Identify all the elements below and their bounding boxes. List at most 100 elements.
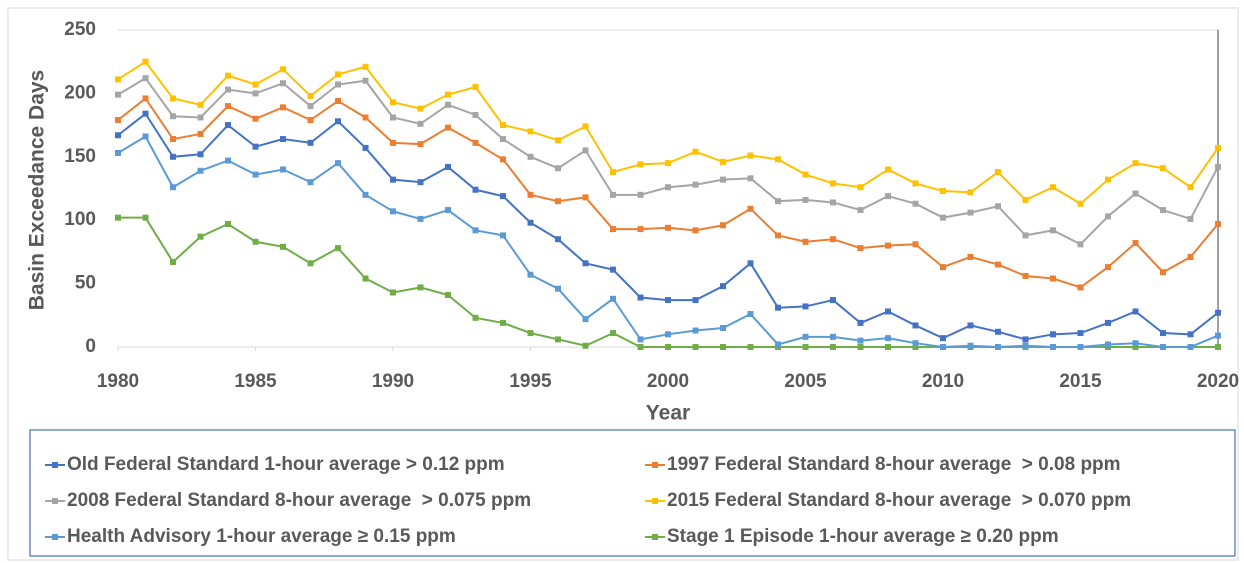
- point: [472, 139, 479, 146]
- point: [610, 191, 616, 198]
- point: [1077, 344, 1084, 350]
- point: [527, 153, 534, 160]
- point: [967, 253, 974, 260]
- point: [912, 241, 919, 248]
- point: [500, 193, 506, 200]
- point: [335, 71, 341, 78]
- point: [307, 179, 314, 186]
- point: [1187, 344, 1194, 350]
- point: [1022, 342, 1029, 349]
- point: [1132, 190, 1139, 197]
- legend-label: Health Advisory 1-hour average ≥ 0.15 pp…: [67, 526, 456, 547]
- point: [142, 95, 149, 102]
- point: [582, 342, 589, 349]
- point: [142, 110, 149, 117]
- x-tick-label: 1990: [372, 371, 414, 392]
- point: [830, 333, 836, 340]
- point: [747, 205, 754, 212]
- point: [555, 236, 561, 243]
- point: [857, 319, 864, 326]
- y-tick-label: 250: [64, 19, 96, 40]
- point: [637, 336, 644, 343]
- point: [1187, 184, 1194, 191]
- point: [995, 203, 1001, 210]
- point: [582, 316, 589, 323]
- point: [692, 344, 699, 350]
- point: [362, 275, 369, 282]
- point: [885, 242, 891, 249]
- point: [472, 84, 479, 91]
- point: [582, 260, 589, 267]
- point: [830, 236, 836, 243]
- point: [417, 215, 424, 222]
- point: [115, 76, 121, 83]
- point: [307, 92, 314, 99]
- point: [720, 283, 726, 290]
- point: [610, 266, 616, 273]
- point: [197, 101, 204, 108]
- point: [940, 335, 946, 342]
- point: [665, 297, 671, 304]
- point: [665, 224, 671, 231]
- legend-marker: [652, 498, 658, 504]
- point: [252, 238, 259, 245]
- point: [802, 344, 809, 350]
- point: [1160, 207, 1166, 214]
- point: [500, 122, 506, 129]
- y-tick-label: 100: [64, 209, 96, 230]
- point: [857, 245, 864, 252]
- point: [830, 297, 836, 304]
- point: [967, 342, 974, 349]
- point: [335, 81, 341, 88]
- point: [775, 232, 781, 239]
- point: [390, 139, 396, 146]
- point: [775, 341, 781, 348]
- point: [747, 311, 754, 318]
- legend-label: Old Federal Standard 1-hour average > 0.…: [67, 454, 505, 475]
- point: [857, 207, 864, 214]
- point: [582, 123, 589, 130]
- point: [830, 180, 836, 187]
- point: [665, 160, 671, 167]
- point: [307, 260, 314, 267]
- point: [1132, 308, 1139, 315]
- legend-label: 2015 Federal Standard 8-hour average > 0…: [667, 490, 1131, 511]
- point: [610, 169, 616, 176]
- x-tick-label: 2010: [922, 371, 964, 392]
- point: [1050, 184, 1056, 191]
- point: [967, 322, 974, 329]
- point: [225, 221, 231, 228]
- point: [280, 166, 286, 173]
- point: [637, 294, 644, 301]
- point: [197, 233, 204, 240]
- point: [362, 63, 369, 70]
- point: [692, 181, 699, 188]
- point: [1215, 344, 1221, 350]
- x-axis-label: Year: [646, 402, 690, 425]
- point: [362, 191, 369, 198]
- point: [280, 136, 286, 143]
- x-tick-label: 1980: [97, 371, 139, 392]
- point: [775, 198, 781, 205]
- point: [1160, 330, 1166, 337]
- point: [527, 128, 534, 135]
- point: [472, 314, 479, 321]
- point: [692, 327, 699, 334]
- point: [775, 304, 781, 311]
- point: [1105, 176, 1111, 183]
- point: [1215, 221, 1221, 228]
- point: [747, 344, 754, 350]
- point: [1077, 241, 1084, 248]
- point: [940, 344, 946, 350]
- point: [280, 80, 286, 87]
- point: [252, 143, 259, 150]
- point: [857, 344, 864, 350]
- legend-label: 2008 Federal Standard 8-hour average > 0…: [67, 490, 531, 511]
- point: [1187, 215, 1194, 222]
- point: [1077, 200, 1084, 207]
- point: [1077, 284, 1084, 291]
- point: [225, 72, 231, 79]
- point: [170, 259, 176, 266]
- point: [857, 184, 864, 191]
